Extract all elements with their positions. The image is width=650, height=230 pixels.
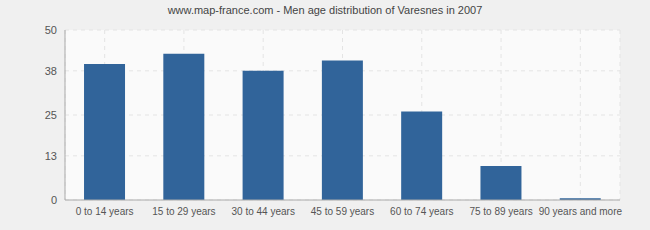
svg-text:90 years and more: 90 years and more	[539, 206, 623, 217]
svg-text:0 to 14 years: 0 to 14 years	[76, 206, 134, 217]
svg-text:15 to 29 years: 15 to 29 years	[152, 206, 215, 217]
svg-text:45 to 59 years: 45 to 59 years	[311, 206, 374, 217]
svg-text:38: 38	[45, 65, 57, 77]
svg-text:75 to 89 years: 75 to 89 years	[469, 206, 532, 217]
svg-text:13: 13	[45, 150, 57, 162]
svg-text:25: 25	[45, 109, 57, 121]
html-text:www.map-france.com - Men age d: www.map-france.com - Men age distributio…	[167, 4, 483, 16]
svg-text:50: 50	[45, 24, 57, 36]
svg-text:0: 0	[51, 194, 57, 206]
svg-text:60 to 74 years: 60 to 74 years	[390, 206, 453, 217]
svg-text:30 to 44 years: 30 to 44 years	[232, 206, 295, 217]
